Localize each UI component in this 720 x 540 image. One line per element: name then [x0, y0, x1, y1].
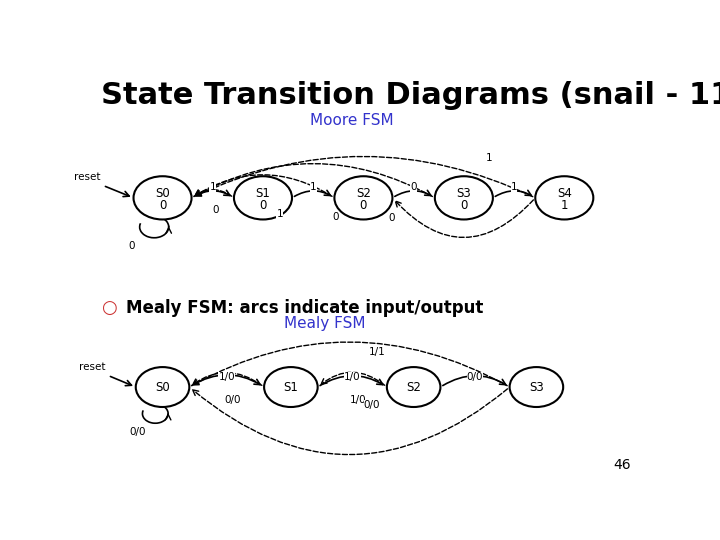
FancyArrowPatch shape — [395, 200, 534, 238]
FancyArrowPatch shape — [194, 190, 230, 197]
Text: Mealy FSM: Mealy FSM — [284, 316, 365, 331]
FancyArrowPatch shape — [395, 190, 431, 197]
FancyArrowPatch shape — [195, 175, 332, 197]
Text: 0: 0 — [129, 241, 135, 251]
Circle shape — [133, 176, 192, 219]
FancyArrowPatch shape — [193, 342, 507, 386]
Text: ○: ○ — [101, 299, 117, 317]
Circle shape — [234, 176, 292, 219]
FancyArrowPatch shape — [193, 389, 508, 455]
Text: reset: reset — [73, 172, 100, 182]
Circle shape — [510, 367, 563, 407]
FancyArrowPatch shape — [193, 373, 262, 386]
Text: 1: 1 — [276, 210, 283, 219]
Text: 1: 1 — [561, 199, 568, 212]
Text: 1: 1 — [486, 153, 492, 164]
Text: 46: 46 — [613, 458, 631, 472]
Text: S2: S2 — [356, 187, 371, 200]
Circle shape — [435, 176, 493, 219]
FancyArrowPatch shape — [294, 190, 330, 197]
Text: S1: S1 — [284, 381, 298, 394]
Text: 0: 0 — [388, 213, 395, 223]
Text: 1/1: 1/1 — [369, 347, 386, 357]
Text: 1: 1 — [210, 182, 216, 192]
Text: 0: 0 — [410, 182, 417, 192]
Circle shape — [264, 367, 318, 407]
Circle shape — [136, 367, 189, 407]
Text: S0: S0 — [156, 187, 170, 200]
Text: 0/0: 0/0 — [129, 427, 145, 437]
Text: 0/0: 0/0 — [364, 400, 380, 410]
Circle shape — [387, 367, 441, 407]
FancyArrowPatch shape — [443, 376, 505, 386]
Text: State Transition Diagrams (snail - 1101): State Transition Diagrams (snail - 1101) — [101, 82, 720, 111]
Text: S4: S4 — [557, 187, 572, 200]
Text: S1: S1 — [256, 187, 271, 200]
Text: 0: 0 — [332, 212, 339, 221]
Text: Mealy FSM: arcs indicate input/output: Mealy FSM: arcs indicate input/output — [126, 299, 484, 317]
Text: 1/0: 1/0 — [344, 372, 361, 382]
Text: 0: 0 — [159, 199, 166, 212]
Circle shape — [535, 176, 593, 219]
Circle shape — [334, 176, 392, 219]
Text: 1: 1 — [510, 182, 518, 192]
FancyArrowPatch shape — [195, 190, 232, 196]
FancyArrowPatch shape — [192, 375, 260, 386]
Text: 0: 0 — [360, 199, 367, 212]
Text: 0: 0 — [460, 199, 467, 212]
FancyArrowPatch shape — [195, 164, 433, 197]
Text: reset: reset — [78, 362, 105, 372]
Text: 1/0: 1/0 — [349, 395, 366, 404]
FancyArrowPatch shape — [320, 376, 383, 386]
Text: S0: S0 — [156, 381, 170, 394]
FancyArrowPatch shape — [195, 157, 533, 197]
Text: 0/0: 0/0 — [224, 395, 240, 404]
FancyArrowPatch shape — [495, 190, 531, 197]
Text: S2: S2 — [406, 381, 421, 394]
Text: 0: 0 — [259, 199, 266, 212]
Text: 1: 1 — [310, 182, 317, 192]
Text: 0: 0 — [212, 205, 219, 215]
Text: S3: S3 — [529, 381, 544, 394]
Text: S3: S3 — [456, 187, 471, 200]
Text: 0/0: 0/0 — [467, 372, 483, 382]
Text: 1/0: 1/0 — [218, 372, 235, 382]
Text: Moore FSM: Moore FSM — [310, 113, 394, 129]
FancyArrowPatch shape — [321, 372, 384, 386]
